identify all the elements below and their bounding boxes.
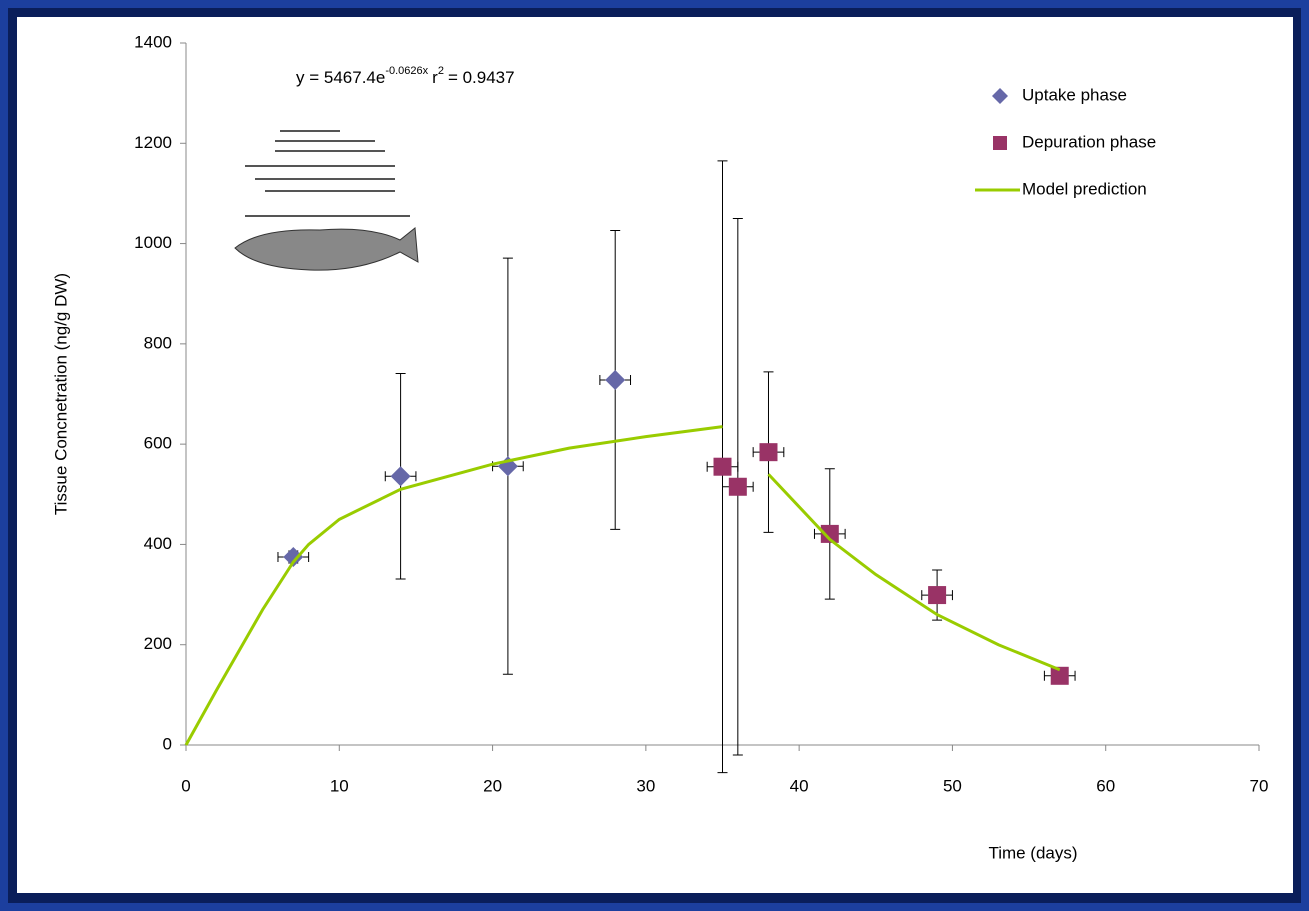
y-tick-label: 1000 xyxy=(134,233,172,252)
point xyxy=(928,586,946,604)
equation-base: y = 5467.4e xyxy=(296,68,385,87)
equation-exponent: -0.0626x xyxy=(385,65,428,77)
legend-label: Uptake phase xyxy=(1022,85,1127,104)
y-tick-label: 1400 xyxy=(134,32,172,51)
page: y = 5467.4e-0.0626xr2= 0.9437 Time (days… xyxy=(0,0,1309,911)
x-tick-label: 60 xyxy=(1096,776,1115,795)
legend-label: Model prediction xyxy=(1022,179,1147,198)
x-tick-label: 40 xyxy=(790,776,809,795)
point xyxy=(729,478,747,496)
y-tick-label: 600 xyxy=(144,434,172,453)
x-axis-label: Time (days) xyxy=(988,843,1077,862)
x-tick-label: 20 xyxy=(483,776,502,795)
y-tick-label: 400 xyxy=(144,534,172,553)
equation-r-power: 2 xyxy=(438,65,444,77)
legend-marker xyxy=(993,136,1007,150)
y-axis-label: Tissue Concnetration (ng/g DW) xyxy=(51,273,70,515)
x-tick-label: 0 xyxy=(181,776,190,795)
x-tick-label: 50 xyxy=(943,776,962,795)
y-tick-label: 0 xyxy=(163,734,172,753)
y-tick-label: 800 xyxy=(144,333,172,352)
point xyxy=(714,458,732,476)
legend-label: Depuration phase xyxy=(1022,132,1156,151)
y-tick-label: 200 xyxy=(144,634,172,653)
y-tick-label: 1200 xyxy=(134,133,172,152)
equation-r-value: = 0.9437 xyxy=(448,68,515,87)
x-tick-label: 70 xyxy=(1250,776,1269,795)
x-tick-label: 10 xyxy=(330,776,349,795)
x-tick-label: 30 xyxy=(636,776,655,795)
point xyxy=(759,443,777,461)
